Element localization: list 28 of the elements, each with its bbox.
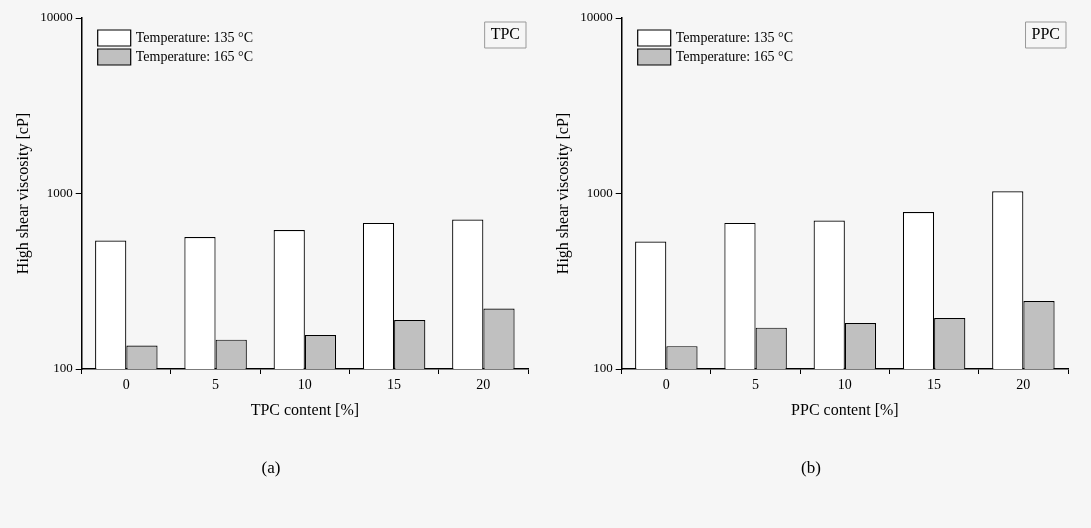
x-tick-label: 5 [212,377,220,393]
x-tick-label: 20 [1016,377,1031,393]
legend-label: Temperature: 135 °C [675,29,794,45]
text: (b) [800,458,822,478]
x-axis-title: PPC content [%] [791,400,899,418]
x-tick-label: 5 [752,377,760,393]
y-tick-label: 100 [593,360,613,376]
x-tick-label: 0 [662,377,670,393]
annotation: PPC [1031,25,1060,43]
x-tick-label: 0 [122,377,130,393]
x-axis-title: TPC content [%] [250,400,360,418]
x-tick-label: 15 [387,377,402,393]
y-tick-label: 10000 [580,9,613,25]
y-tick-label: 1000 [586,184,613,200]
text: (a) [260,458,282,478]
legend-label: Temperature: 135 °C [135,29,254,45]
y-axis-title: High shear viscosity [cP] [13,112,32,275]
annotation: TPC [490,25,520,43]
legend-label: Temperature: 165 °C [675,48,794,64]
y-tick-label: 1000 [46,184,73,200]
x-tick-label: 15 [927,377,942,393]
y-axis-title: High shear viscosity [cP] [553,112,572,275]
legend-label: Temperature: 165 °C [135,48,254,64]
x-tick-label: 10 [837,377,852,393]
y-tick-label: 100 [53,360,73,376]
x-tick-label: 10 [297,377,312,393]
y-tick-label: 10000 [40,9,73,25]
x-tick-label: 20 [476,377,491,393]
